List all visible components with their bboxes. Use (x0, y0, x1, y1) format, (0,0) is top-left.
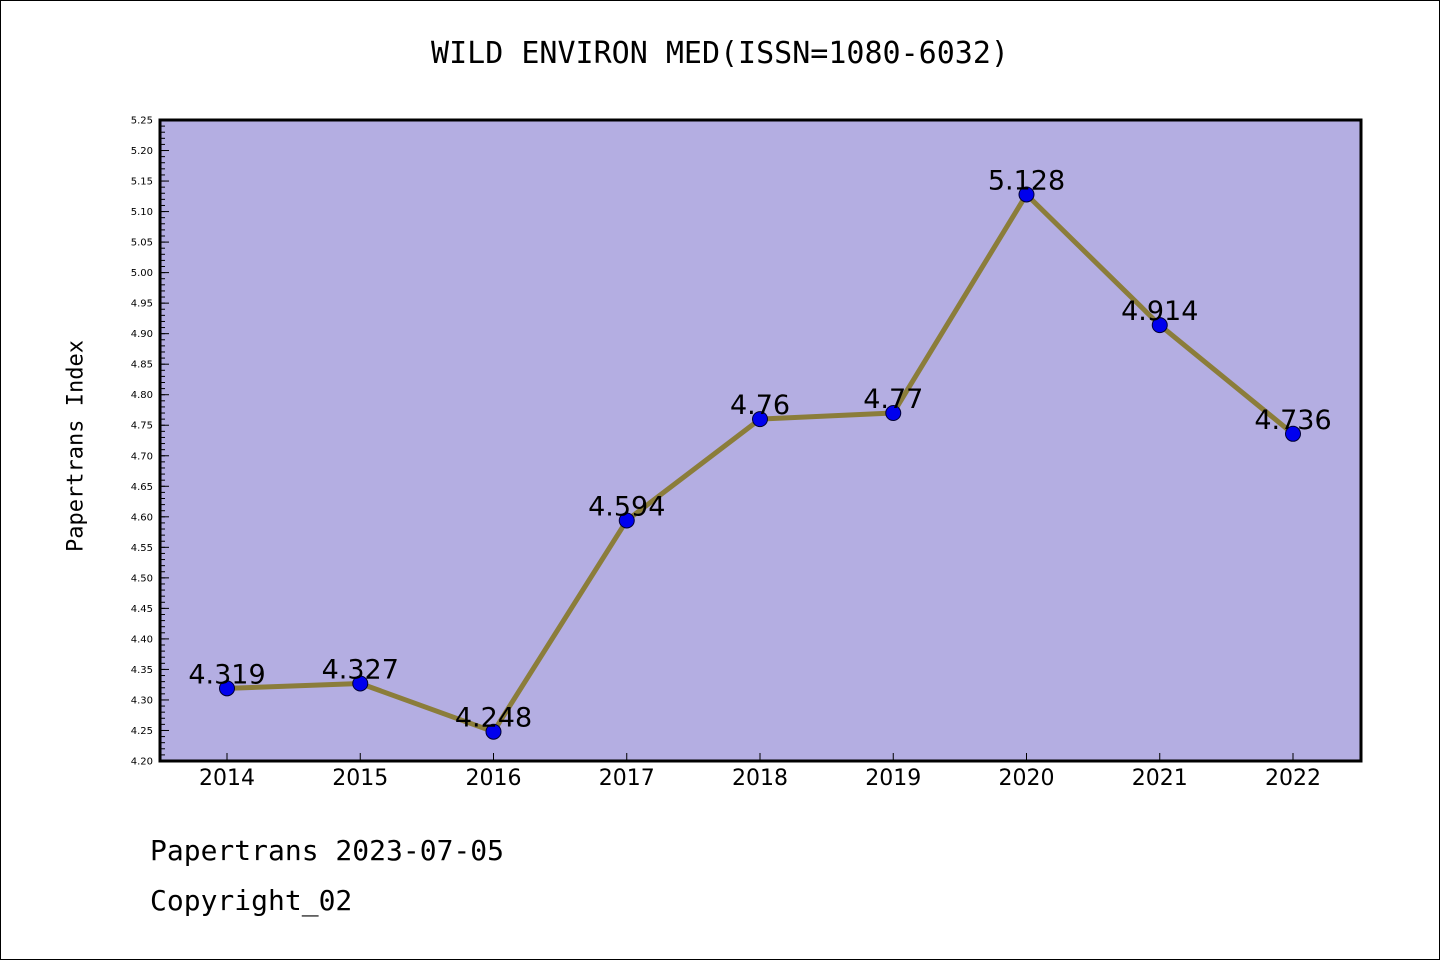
y-tick-label: 4.40 (131, 634, 153, 645)
y-tick-label: 4.20 (131, 757, 153, 768)
data-point (352, 675, 369, 692)
y-tick-label: 4.55 (131, 543, 153, 554)
y-tick-label: 4.25 (131, 726, 153, 737)
y-tick-label: 5.05 (131, 238, 153, 249)
data-point (752, 411, 768, 428)
y-tick-label: 5.25 (131, 116, 153, 127)
y-tick-label: 4.35 (131, 665, 153, 676)
data-label: 4.327 (322, 654, 399, 685)
x-tick-label: 2017 (599, 766, 655, 791)
y-tick-label: 4.70 (131, 451, 153, 462)
chart-title: WILD ENVIRON MED(ISSN=1080-6032) (431, 36, 1009, 71)
x-tick-label: 2019 (865, 766, 921, 791)
y-tick-label: 4.85 (131, 360, 153, 371)
plot-border (158, 118, 1363, 763)
data-label: 4.77 (863, 384, 923, 415)
x-tick-label: 2016 (466, 766, 522, 791)
y-tick-label: 4.60 (131, 512, 153, 523)
plot-area (160, 120, 1361, 761)
y-tick-label: 5.20 (131, 146, 153, 157)
data-label: 4.248 (455, 703, 532, 734)
y-tick-label: 4.95 (131, 299, 153, 310)
data-label: 4.736 (1254, 405, 1331, 436)
y-tick-label: 5.00 (131, 268, 153, 279)
x-tick-label: 2014 (199, 766, 255, 791)
data-label: 4.594 (588, 491, 665, 522)
data-point (1285, 425, 1301, 442)
x-tick-label: 2022 (1265, 766, 1321, 791)
data-point (885, 405, 902, 422)
footer-date: Papertrans 2023-07-05 (150, 834, 505, 867)
footer-copyright: Copyright_02 (150, 884, 353, 917)
y-tick-label: 4.45 (131, 604, 153, 615)
x-tick-label: 2020 (999, 766, 1055, 791)
x-tick-label: 2018 (732, 766, 788, 791)
data-point (219, 680, 235, 697)
y-tick-label: 5.10 (131, 207, 153, 218)
data-label: 4.914 (1121, 296, 1198, 327)
data-point (485, 723, 502, 740)
y-tick-label: 4.90 (131, 329, 153, 340)
y-tick-label: 4.50 (131, 573, 153, 584)
data-point (618, 512, 635, 529)
y-tick-label: 5.15 (131, 177, 153, 188)
y-tick-label: 4.30 (131, 695, 153, 706)
y-tick-label: 4.75 (131, 421, 153, 432)
y-tick-label: 4.80 (131, 390, 153, 401)
x-tick-label: 2021 (1132, 766, 1188, 791)
data-label: 4.319 (188, 659, 265, 690)
y-tick-label: 4.65 (131, 482, 153, 493)
data-point (1151, 317, 1168, 334)
data-label: 4.76 (730, 390, 790, 421)
data-point (1018, 186, 1035, 203)
x-tick-label: 2015 (332, 766, 388, 791)
data-label: 5.128 (988, 165, 1065, 196)
